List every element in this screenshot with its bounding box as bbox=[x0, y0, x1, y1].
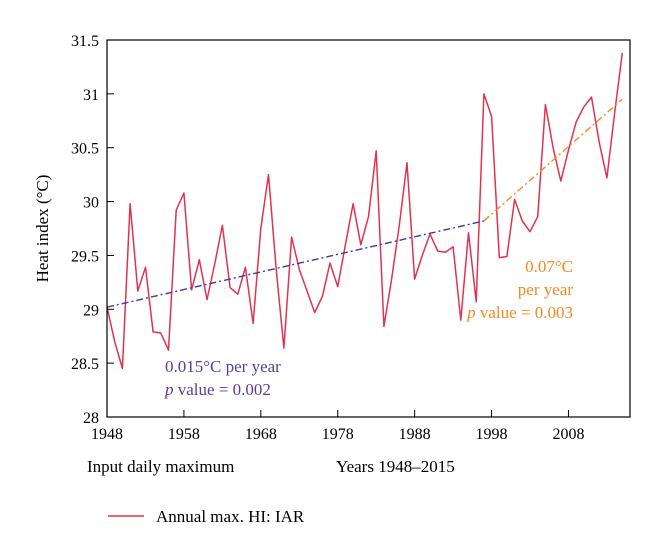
y-tick-label: 29 bbox=[83, 302, 99, 319]
plot-area bbox=[106, 52, 624, 370]
annotation-1-line-2: p value = 0.002 bbox=[164, 380, 271, 399]
y-tick-label: 30 bbox=[83, 195, 99, 212]
annotation-2-line-2: per year bbox=[518, 280, 574, 299]
y-axis-title: Heat index (°C) bbox=[33, 175, 52, 283]
x-tick-label: 1958 bbox=[168, 426, 200, 443]
x-tick-label: 1998 bbox=[476, 426, 508, 443]
x-axis-note: Input daily maximum bbox=[87, 457, 234, 476]
y-tick-label: 28.5 bbox=[71, 356, 99, 373]
plot-frame bbox=[106, 39, 631, 418]
annotation-2-line-3: p value = 0.003 bbox=[466, 303, 573, 322]
x-tick-label: 1948 bbox=[91, 426, 123, 443]
trend-line-1997-2015 bbox=[483, 98, 623, 222]
annotation-2-line-1: 0.07°C bbox=[525, 257, 573, 276]
x-tick-label: 1968 bbox=[245, 426, 277, 443]
x-tick-label: 2008 bbox=[552, 426, 584, 443]
x-tick-label: 1988 bbox=[399, 426, 431, 443]
y-tick-label: 31.5 bbox=[71, 33, 99, 50]
x-axis-title: Years 1948–2015 bbox=[336, 457, 455, 476]
annotation-1-line-1: 0.015°C per year bbox=[165, 357, 281, 376]
annotations: 0.015°C per year p value = 0.002 0.07°C per… bbox=[164, 257, 573, 399]
y-tick-label: 28 bbox=[83, 410, 99, 427]
legend: Annual max. HI: IAR bbox=[108, 507, 305, 526]
trend-line-1948-1997 bbox=[106, 220, 485, 308]
y-tick-label: 29.5 bbox=[71, 248, 99, 265]
legend-label: Annual max. HI: IAR bbox=[156, 507, 305, 526]
x-tick-label: 1978 bbox=[322, 426, 354, 443]
y-tick-label: 30.5 bbox=[71, 141, 99, 158]
axis-ticks: 28 28.5 29 29.5 30 30.5 31 31.5 1948 1958 1968 1978… bbox=[71, 33, 584, 443]
series-line-annual-max-hi bbox=[106, 52, 624, 370]
y-tick-label: 31 bbox=[83, 87, 99, 104]
